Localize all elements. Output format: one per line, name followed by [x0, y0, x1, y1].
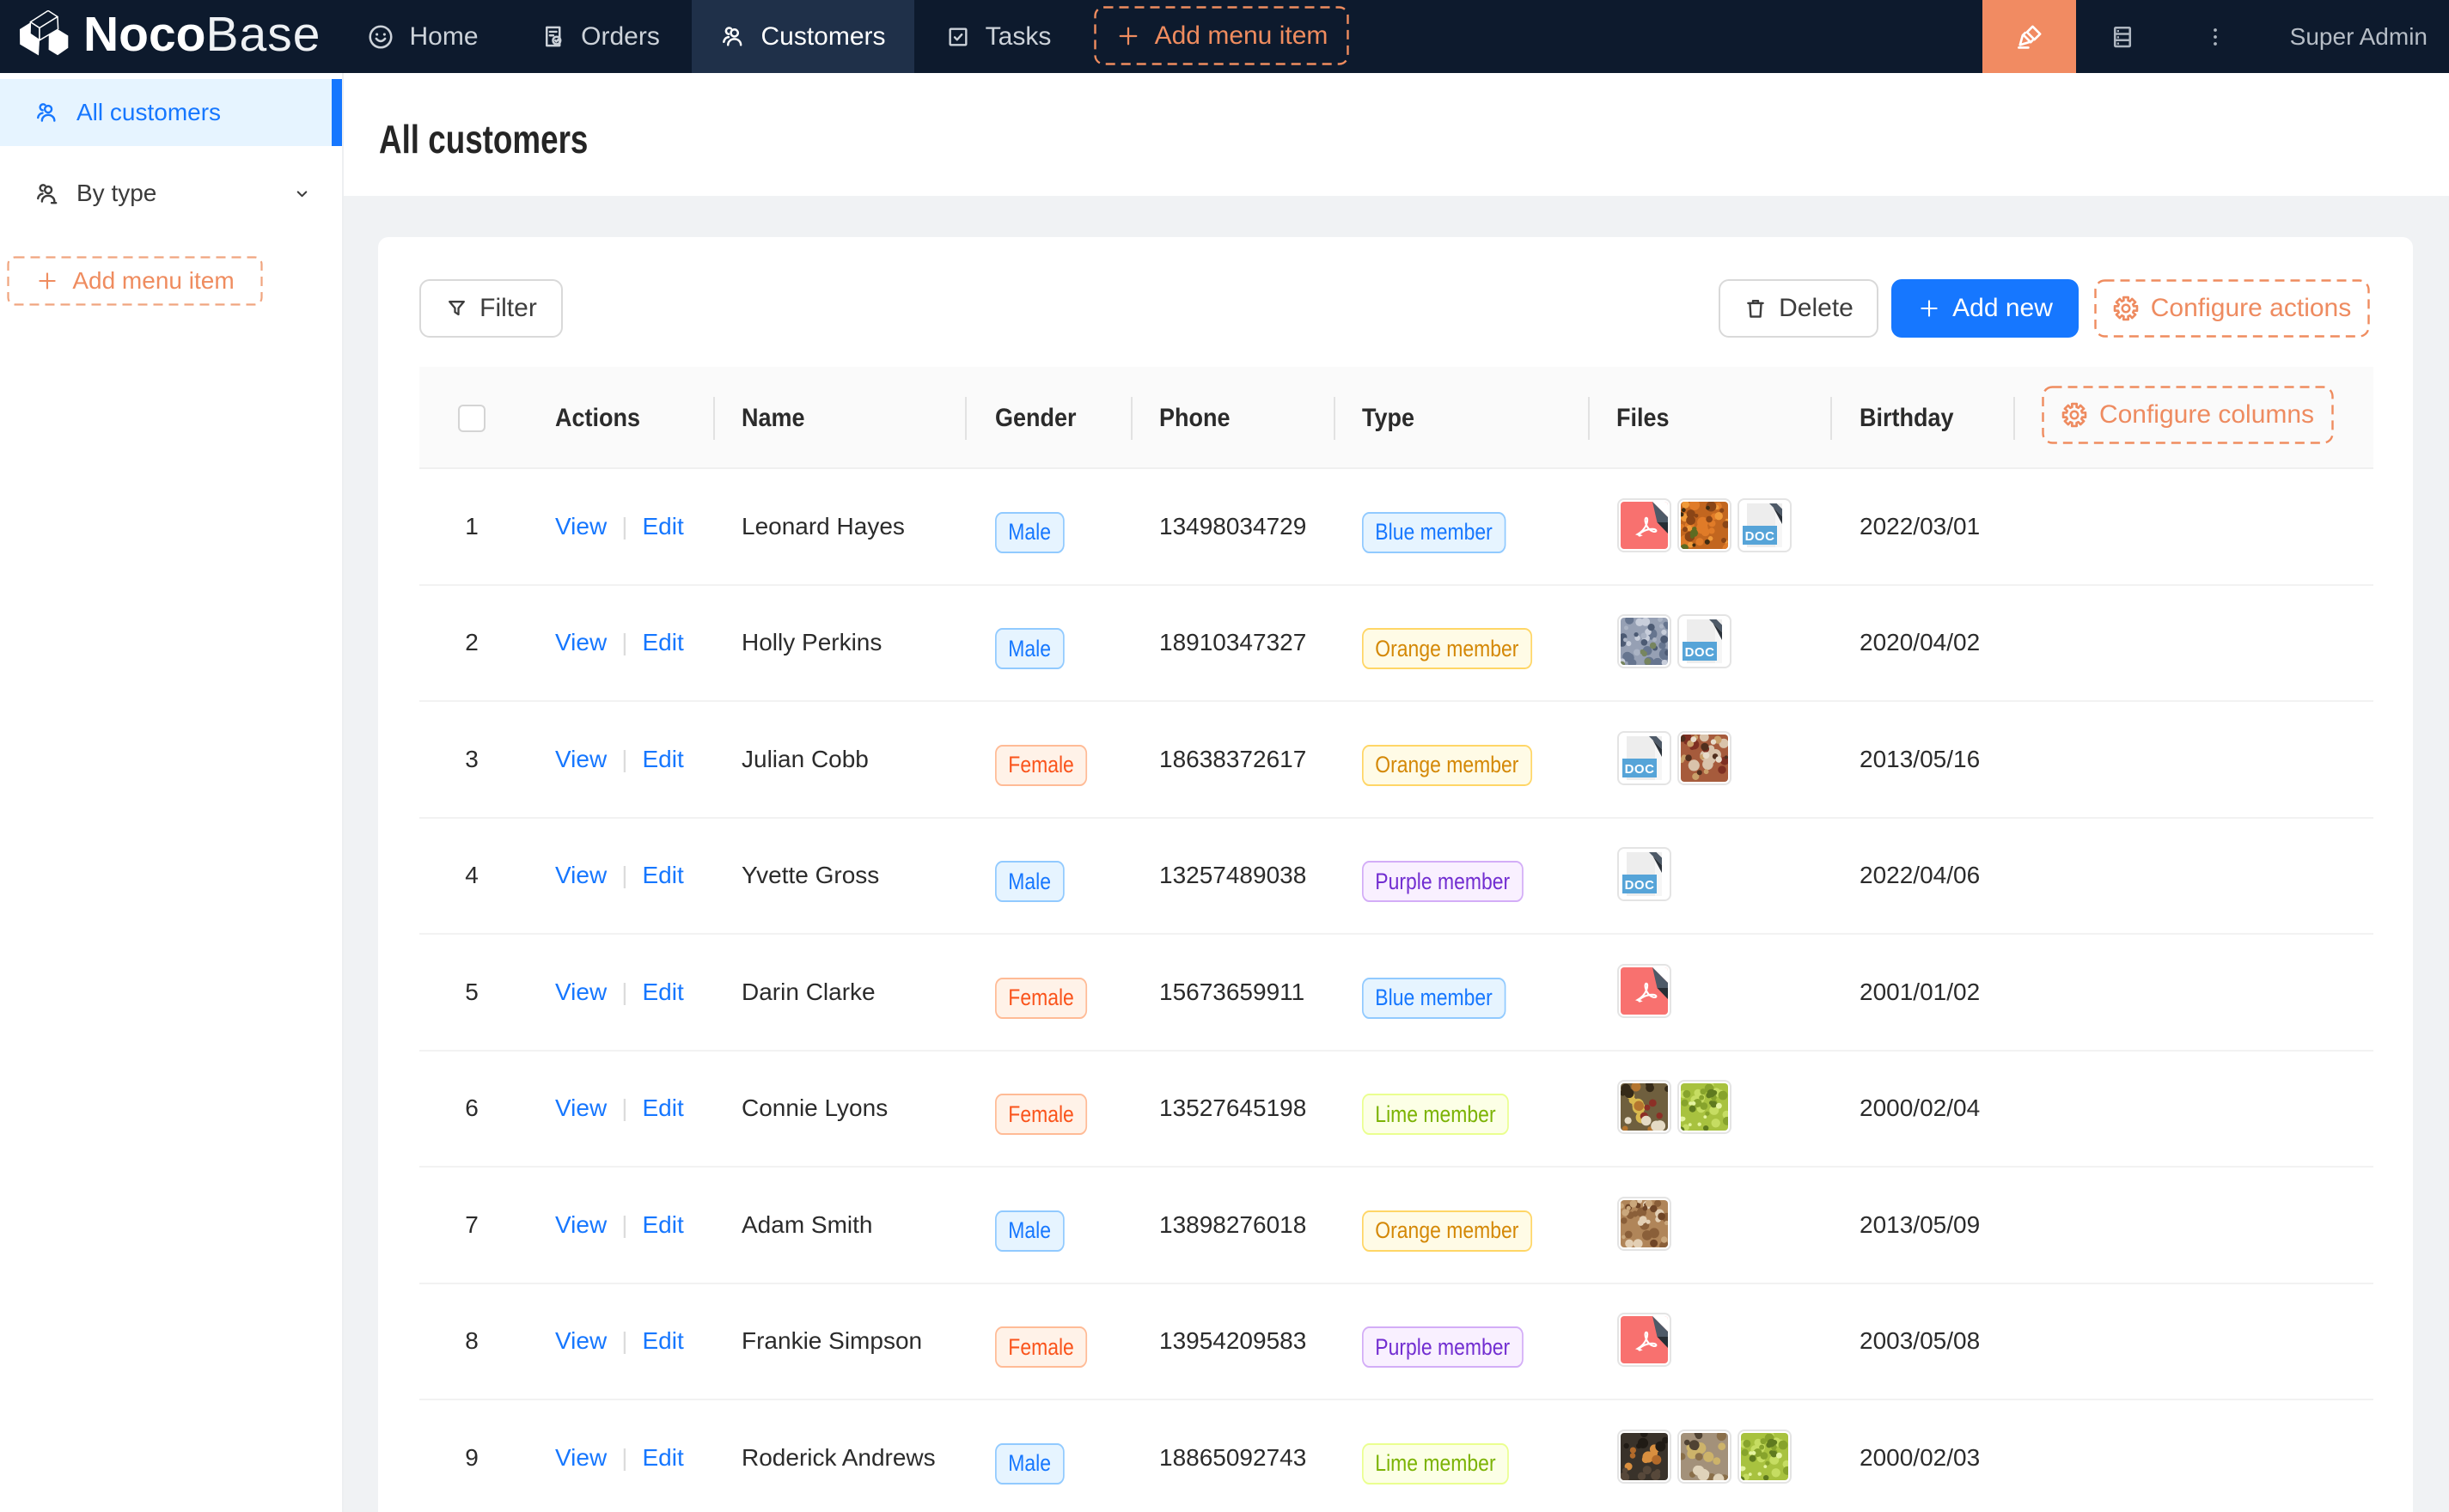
svg-text:DOC: DOC [1625, 762, 1655, 777]
svg-text:DOC: DOC [1745, 529, 1775, 544]
svg-text:DOC: DOC [1625, 878, 1655, 893]
svg-text:DOC: DOC [1685, 645, 1715, 660]
